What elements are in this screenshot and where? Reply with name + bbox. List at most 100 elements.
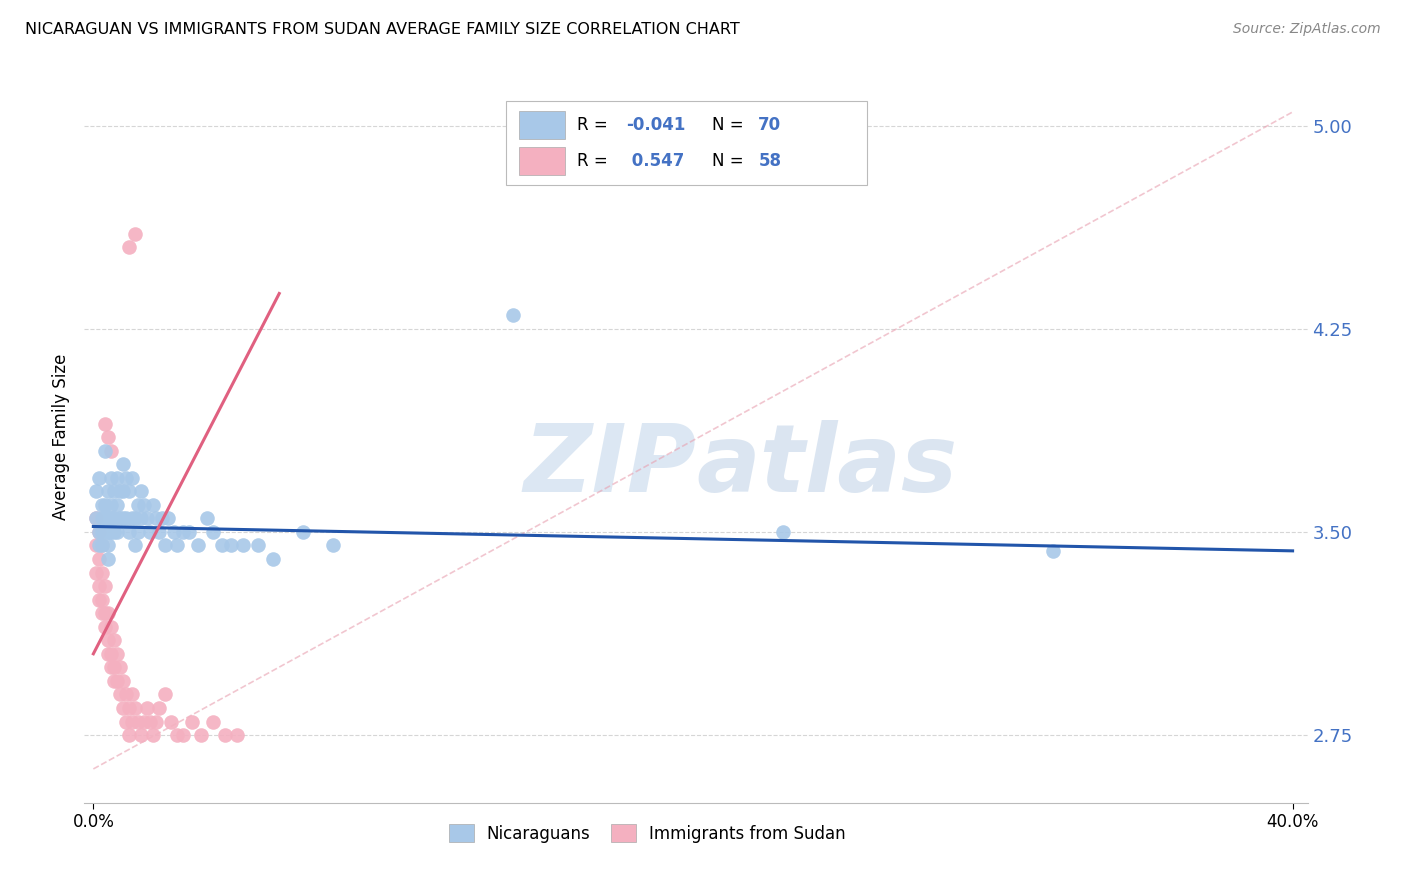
- Point: [110, 660, 132, 674]
- Point: [91, 566, 114, 580]
- Point: [89, 538, 111, 552]
- Point: [202, 524, 225, 539]
- Text: 0.547: 0.547: [626, 153, 685, 170]
- Point: [100, 660, 122, 674]
- Point: [118, 484, 141, 499]
- Y-axis label: Average Family Size: Average Family Size: [52, 354, 70, 520]
- Point: [219, 538, 242, 552]
- Point: [94, 579, 117, 593]
- Point: [86, 566, 108, 580]
- Point: [118, 240, 141, 254]
- Point: [94, 511, 117, 525]
- Point: [118, 701, 141, 715]
- Point: [105, 471, 128, 485]
- Point: [103, 660, 125, 674]
- Point: [127, 524, 149, 539]
- Point: [145, 714, 167, 729]
- Point: [145, 511, 167, 525]
- Text: N =: N =: [711, 153, 749, 170]
- Point: [94, 620, 117, 634]
- Point: [103, 633, 125, 648]
- Point: [94, 417, 117, 431]
- Point: [131, 484, 153, 499]
- Text: R =: R =: [578, 116, 613, 134]
- Point: [94, 606, 117, 620]
- Point: [91, 524, 114, 539]
- Point: [105, 498, 128, 512]
- Point: [202, 714, 225, 729]
- Point: [148, 524, 170, 539]
- Point: [121, 511, 143, 525]
- Point: [89, 552, 111, 566]
- Point: [121, 714, 143, 729]
- Point: [148, 701, 170, 715]
- Point: [115, 511, 138, 525]
- Point: [91, 606, 114, 620]
- Point: [118, 728, 141, 742]
- Point: [97, 484, 120, 499]
- Point: [100, 498, 122, 512]
- Point: [115, 688, 138, 702]
- FancyBboxPatch shape: [519, 111, 565, 138]
- Point: [112, 457, 135, 471]
- Point: [86, 484, 108, 499]
- Point: [115, 471, 138, 485]
- Point: [262, 552, 284, 566]
- Point: [97, 633, 120, 648]
- Point: [110, 688, 132, 702]
- Text: N =: N =: [711, 116, 749, 134]
- Point: [86, 511, 108, 525]
- Point: [100, 647, 122, 661]
- Point: [134, 714, 156, 729]
- Point: [187, 538, 209, 552]
- Point: [163, 524, 186, 539]
- Point: [211, 538, 233, 552]
- Point: [86, 511, 108, 525]
- Point: [142, 498, 165, 512]
- Point: [124, 227, 146, 241]
- Point: [89, 592, 111, 607]
- Point: [247, 538, 270, 552]
- Point: [772, 524, 794, 539]
- Point: [172, 524, 194, 539]
- FancyBboxPatch shape: [506, 101, 868, 185]
- Point: [100, 620, 122, 634]
- Point: [112, 511, 135, 525]
- Point: [502, 308, 524, 322]
- Point: [97, 552, 120, 566]
- Point: [94, 498, 117, 512]
- Point: [97, 511, 120, 525]
- Point: [89, 524, 111, 539]
- Point: [94, 443, 117, 458]
- Point: [131, 728, 153, 742]
- Point: [139, 524, 162, 539]
- Point: [166, 728, 188, 742]
- Point: [179, 524, 201, 539]
- Point: [155, 688, 177, 702]
- Point: [181, 714, 204, 729]
- Point: [112, 673, 135, 688]
- Point: [91, 538, 114, 552]
- Point: [105, 524, 128, 539]
- Point: [121, 471, 143, 485]
- Point: [103, 524, 125, 539]
- Point: [157, 511, 180, 525]
- Point: [136, 701, 159, 715]
- Text: Source: ZipAtlas.com: Source: ZipAtlas.com: [1233, 22, 1381, 37]
- Text: -0.041: -0.041: [626, 116, 686, 134]
- Point: [97, 524, 120, 539]
- Point: [136, 511, 159, 525]
- Point: [124, 538, 146, 552]
- Point: [97, 430, 120, 444]
- Point: [150, 511, 173, 525]
- Point: [91, 498, 114, 512]
- Point: [195, 511, 218, 525]
- Point: [118, 524, 141, 539]
- Point: [142, 728, 165, 742]
- Point: [160, 714, 183, 729]
- Point: [97, 538, 120, 552]
- Point: [112, 484, 135, 499]
- Point: [172, 728, 194, 742]
- Point: [139, 714, 162, 729]
- Point: [110, 484, 132, 499]
